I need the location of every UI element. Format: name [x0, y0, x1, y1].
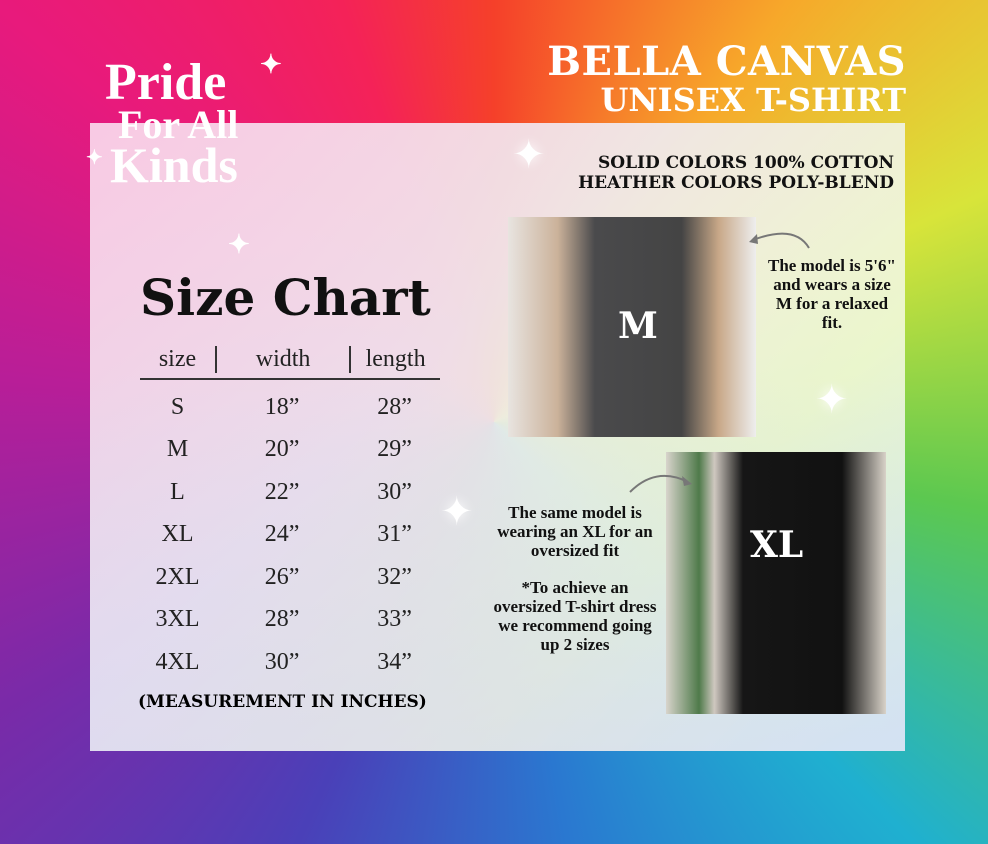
cell-width: 30”: [264, 648, 300, 675]
cell-size: L: [170, 478, 185, 505]
cell-width: 22”: [264, 478, 300, 505]
cell-width: 24”: [264, 521, 300, 548]
arrow-icon: [629, 475, 692, 493]
table-row: 3XL 28” 33”: [140, 599, 440, 642]
table-row: 4XL 30” 34”: [140, 641, 440, 684]
content-panel: [90, 123, 905, 751]
cell-width: 26”: [264, 563, 300, 590]
cell-size: 4XL: [155, 648, 200, 675]
measurement-note: (MEASUREMENT IN INCHES): [138, 692, 427, 712]
arrow-icon: [749, 232, 810, 249]
sparkle-icon: ✦: [815, 377, 849, 423]
sparkle-icon: ✦: [228, 230, 250, 259]
cell-width: 20”: [264, 436, 300, 463]
cell-size: M: [166, 436, 189, 463]
sparkle-icon: ✦: [260, 50, 282, 79]
caption-oversized-tip: *To achieve an oversized T-shirt dress w…: [493, 578, 657, 655]
cell-size: 2XL: [155, 563, 200, 590]
table-row: L 22” 30”: [140, 471, 440, 514]
cell-length: 30”: [377, 478, 412, 505]
cell-size: XL: [161, 521, 194, 548]
caption-xl: The same model is wearing an XL for an o…: [497, 503, 653, 561]
cell-width: 18”: [264, 393, 300, 420]
table-row: 2XL 26” 32”: [140, 556, 440, 599]
header-width: width: [214, 345, 349, 373]
sparkle-icon: ✦: [86, 147, 103, 169]
header-length: length: [349, 345, 440, 373]
fabric-heather: HEATHER COLORS POLY-BLEND: [578, 173, 894, 194]
table-row: XL 24” 31”: [140, 514, 440, 557]
table-row: S 18” 28”: [140, 386, 440, 429]
size-label-m: M: [618, 305, 658, 347]
table-header: size width length: [140, 340, 440, 380]
size-label-xl: XL: [750, 524, 804, 566]
cell-length: 29”: [377, 436, 412, 463]
logo-line-2: For All: [118, 101, 239, 147]
cell-length: 32”: [377, 563, 412, 590]
pride-logo: Pride For All Kinds ✦ ✦ ✦: [86, 52, 300, 258]
caption-m: The model is 5'6" and wears a size M for…: [768, 256, 896, 333]
cell-size: S: [170, 393, 185, 420]
logo-line-1: Pride: [105, 54, 227, 111]
cell-length: 33”: [377, 606, 412, 633]
cell-length: 31”: [377, 521, 412, 548]
fabric-solid: SOLID COLORS 100% COTTON: [597, 153, 894, 173]
header-size: size: [158, 345, 197, 372]
brand-name: BELLA CANVAS: [547, 38, 906, 85]
table-row: M 20” 29”: [140, 429, 440, 472]
sparkle-icon: ✦: [440, 489, 474, 535]
sparkle-icon: ✦: [512, 132, 546, 178]
model-photo-xl: XL: [666, 452, 886, 714]
logo-line-3: Kinds: [110, 136, 238, 193]
model-photo-m: M: [508, 217, 756, 437]
size-chart-title: Size Chart: [140, 268, 431, 327]
cell-size: 3XL: [155, 606, 200, 633]
cell-length: 28”: [377, 393, 412, 420]
product-type: UNISEX T-SHIRT: [600, 81, 906, 119]
fabric-info: SOLID COLORS 100% COTTON HEATHER COLORS …: [578, 153, 894, 194]
cell-width: 28”: [264, 606, 300, 633]
cell-length: 34”: [377, 648, 412, 675]
brand-heading: BELLA CANVAS UNISEX T-SHIRT: [547, 38, 906, 119]
size-table: size width length S 18” 28” M 20” 29” L 22” 30…: [140, 340, 440, 684]
